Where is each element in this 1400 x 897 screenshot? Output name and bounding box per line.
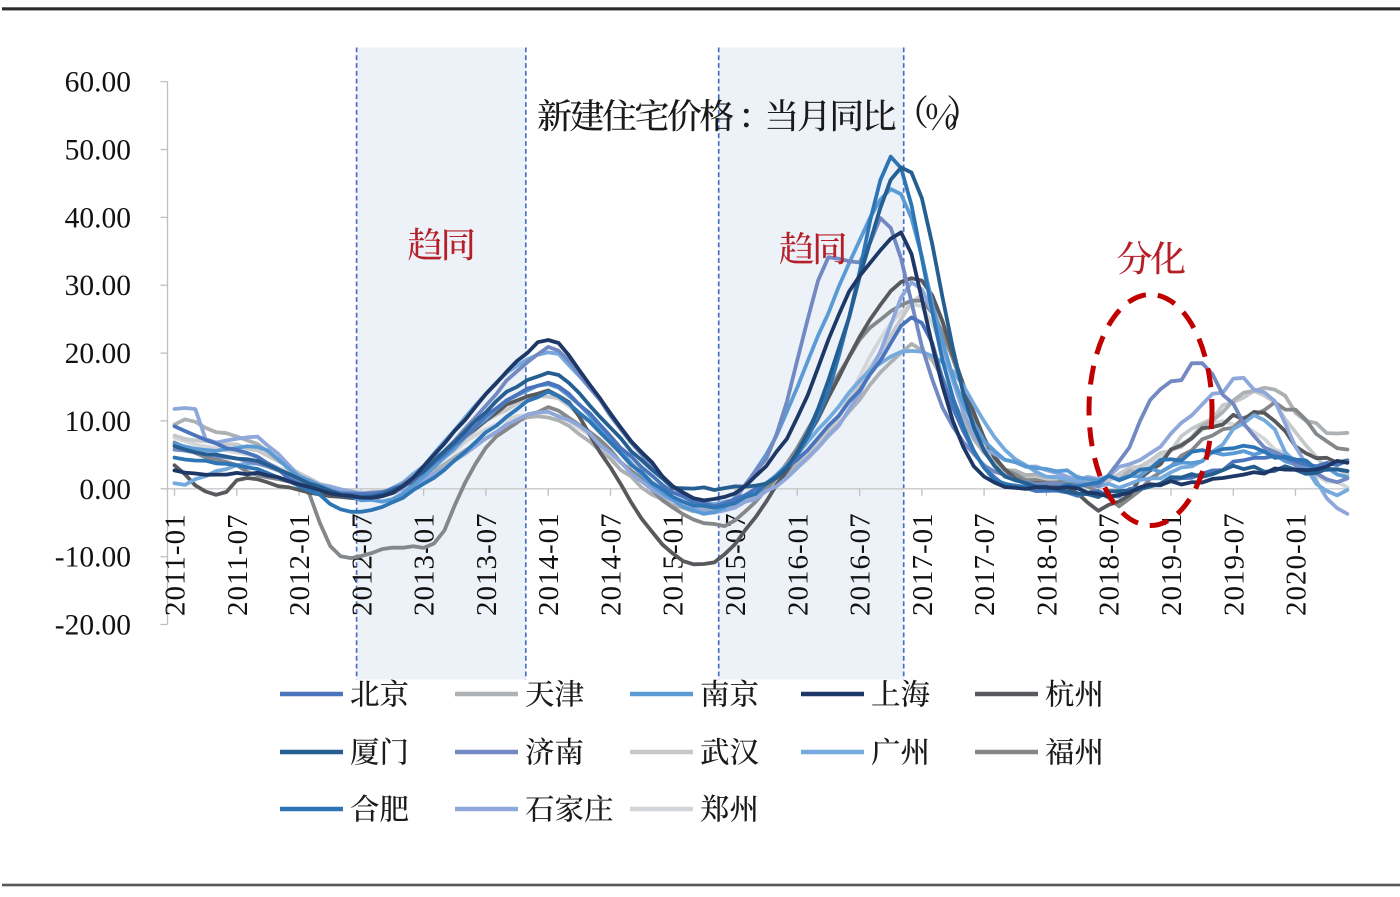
svg-text:0.00: 0.00 <box>79 474 131 506</box>
svg-text:2011-01: 2011-01 <box>160 513 192 616</box>
svg-text:2013-07: 2013-07 <box>471 512 503 616</box>
svg-text:20.00: 20.00 <box>65 338 131 370</box>
svg-text:2019-01: 2019-01 <box>1156 512 1188 616</box>
svg-text:2019-07: 2019-07 <box>1218 512 1250 616</box>
svg-text:2016-01: 2016-01 <box>782 512 814 616</box>
svg-text:-10.00: -10.00 <box>55 542 131 574</box>
svg-text:2017-07: 2017-07 <box>969 512 1001 616</box>
svg-text:-20.00: -20.00 <box>55 610 131 642</box>
svg-text:50.00: 50.00 <box>65 135 131 167</box>
svg-text:2017-01: 2017-01 <box>907 512 939 616</box>
svg-text:2018-07: 2018-07 <box>1094 512 1126 616</box>
svg-text:2014-07: 2014-07 <box>596 512 628 616</box>
svg-text:2012-01: 2012-01 <box>284 512 316 616</box>
svg-text:2011-07: 2011-07 <box>222 513 254 616</box>
svg-text:2016-07: 2016-07 <box>845 512 877 616</box>
svg-text:2013-01: 2013-01 <box>409 512 441 616</box>
svg-text:2015-01: 2015-01 <box>658 512 690 616</box>
svg-text:2012-07: 2012-07 <box>346 512 378 616</box>
svg-text:10.00: 10.00 <box>65 406 131 438</box>
svg-text:2014-01: 2014-01 <box>533 512 565 616</box>
svg-text:40.00: 40.00 <box>65 202 131 234</box>
svg-text:2020-01: 2020-01 <box>1281 512 1313 616</box>
svg-text:60.00: 60.00 <box>65 67 131 99</box>
svg-text:30.00: 30.00 <box>65 270 131 302</box>
svg-text:2018-01: 2018-01 <box>1031 512 1063 616</box>
